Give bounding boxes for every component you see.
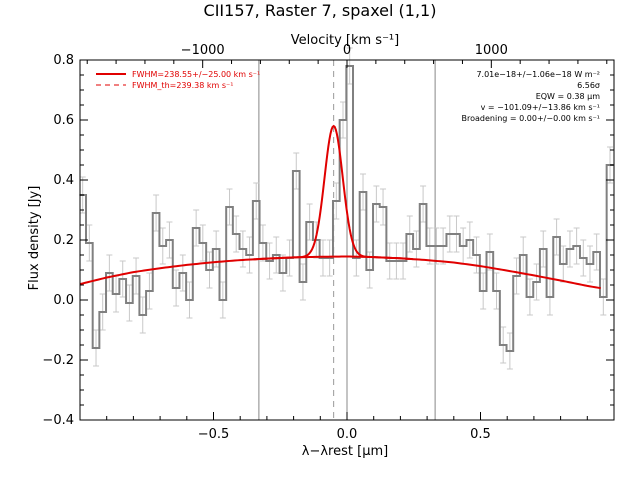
chart-title: CII157, Raster 7, spaxel (1,1) xyxy=(204,1,437,20)
annotation-eqw: EQW = 0.38 µm xyxy=(536,92,600,101)
top-tick-label-2: 1000 xyxy=(475,43,508,58)
annotation-broadening: Broadening = 0.00+/−0.00 km s⁻¹ xyxy=(462,114,600,123)
y-axis-label: Flux density [Jy] xyxy=(27,186,42,291)
annotation-velocity: v = −101.09+/−13.86 km s⁻¹ xyxy=(481,103,600,112)
legend: FWHM=238.55+/−25.00 km s⁻¹ FWHM_th=239.3… xyxy=(96,70,260,90)
continuum-fit xyxy=(79,255,601,290)
annotation-sigma: 6.56σ xyxy=(577,81,600,90)
y-tick-label-6: 0.8 xyxy=(53,53,74,68)
x-axis-label: λ−λrest [µm] xyxy=(302,444,388,459)
top-tick-label-0: −1000 xyxy=(181,43,225,58)
y-tick-label-3: 0.2 xyxy=(53,233,74,248)
x-tick-label-0: −0.5 xyxy=(198,427,230,442)
y-tick-label-2: 0.0 xyxy=(53,293,74,308)
x-tick-label-2: 0.5 xyxy=(470,427,491,442)
observed-spectrum-step xyxy=(79,65,614,352)
top-axis-label: Velocity [km s⁻¹] xyxy=(291,33,399,48)
series-layer xyxy=(79,65,614,352)
legend-item-fwhm: FWHM=238.55+/−25.00 km s⁻¹ xyxy=(132,70,260,79)
y-tick-label-5: 0.6 xyxy=(53,113,74,128)
y-tick-label-4: 0.4 xyxy=(53,173,74,188)
legend-item-fwhm-th: FWHM_th=239.38 km s⁻¹ xyxy=(132,81,233,90)
top-tick-label-1: 0 xyxy=(343,43,351,58)
x-tick-label-1: 0.0 xyxy=(337,427,358,442)
annotation-flux: 7.01e−18+/−1.06e−18 W m⁻² xyxy=(476,70,600,79)
fit-annotations: 7.01e−18+/−1.06e−18 W m⁻² 6.56σ EQW = 0.… xyxy=(462,70,601,123)
gaussian-line-fit xyxy=(253,124,413,261)
y-tick-label-0: −0.4 xyxy=(42,413,74,428)
axis-ticks: −0.5 0.0 0.5 −0.4 −0.2 0.0 0.2 0.4 0.6 0.8 −1000 0 1… xyxy=(42,43,615,442)
y-tick-label-1: −0.2 xyxy=(42,353,74,368)
